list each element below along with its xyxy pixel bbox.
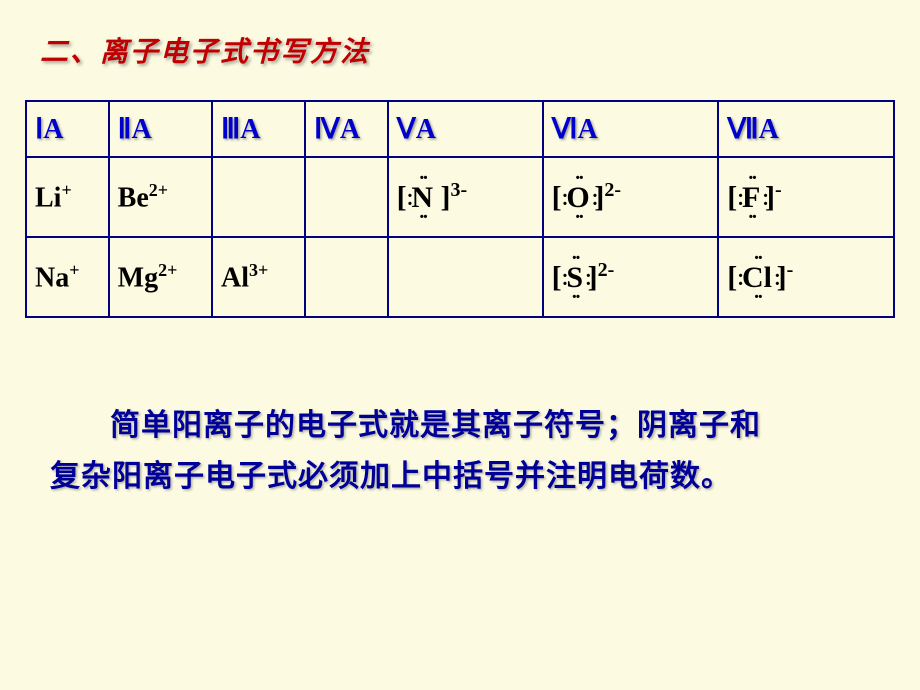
header-group-5a: ⅤA <box>388 101 543 157</box>
header-group-7a: ⅦA <box>718 101 894 157</box>
section-title: 二、离子电子式书写方法 <box>40 30 370 70</box>
ion-mg: Mg2+ <box>109 237 212 317</box>
table-row: Na+ Mg2+ Al3+ [····S····]2- [····Cl····]… <box>26 237 894 317</box>
header-group-2a: ⅡA <box>109 101 212 157</box>
ion-li: Li+ <box>26 157 109 237</box>
header-group-6a: ⅥA <box>543 101 719 157</box>
table-header-row: ⅠA ⅡA ⅢA ⅣA ⅤA ⅥA ⅦA <box>26 101 894 157</box>
ion-al: Al3+ <box>212 237 305 317</box>
empty-cell <box>305 157 388 237</box>
ion-o: [····O····]2- <box>543 157 719 237</box>
description-line2: 复杂阳离子电子式必须加上中括号并注明电荷数。 <box>50 460 732 493</box>
ion-na: Na+ <box>26 237 109 317</box>
ion-table: ⅠA ⅡA ⅢA ⅣA ⅤA ⅥA ⅦA Li+ Be2+ [····N·· ]… <box>25 100 895 318</box>
ion-cl: [····Cl····]- <box>718 237 894 317</box>
empty-cell <box>212 157 305 237</box>
table-row: Li+ Be2+ [····N·· ]3- [····O····]2- [···… <box>26 157 894 237</box>
header-group-4a: ⅣA <box>305 101 388 157</box>
description-line1: 简单阳离子的电子式就是其离子符号；阴离子和 <box>110 409 761 442</box>
ion-table-container: ⅠA ⅡA ⅢA ⅣA ⅤA ⅥA ⅦA Li+ Be2+ [····N·· ]… <box>25 100 895 318</box>
empty-cell <box>388 237 543 317</box>
ion-f: [····F····]- <box>718 157 894 237</box>
ion-be: Be2+ <box>109 157 212 237</box>
description-text: 简单阳离子的电子式就是其离子符号；阴离子和 复杂阳离子电子式必须加上中括号并注明… <box>50 400 870 502</box>
header-group-3a: ⅢA <box>212 101 305 157</box>
header-group-1a: ⅠA <box>26 101 109 157</box>
ion-s: [····S····]2- <box>543 237 719 317</box>
ion-n: [····N·· ]3- <box>388 157 543 237</box>
empty-cell <box>305 237 388 317</box>
